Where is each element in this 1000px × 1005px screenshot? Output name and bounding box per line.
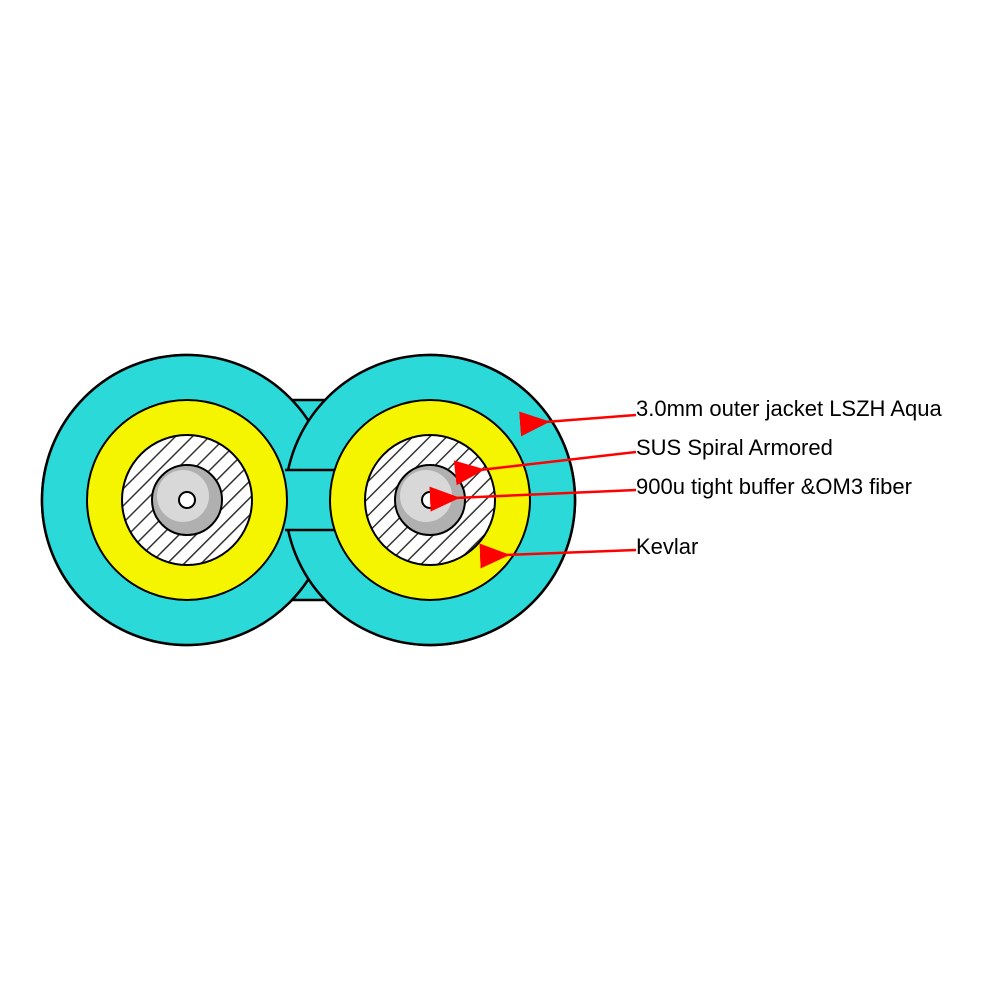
fiber-core-left [179,492,195,508]
cable-diagram: 3.0mm outer jacket LSZH Aqua SUS Spiral … [0,0,1000,1000]
right-cable [330,400,530,600]
label-buffer: 900u tight buffer &OM3 fiber [636,474,912,500]
label-armored: SUS Spiral Armored [636,435,833,461]
label-outer-jacket: 3.0mm outer jacket LSZH Aqua [636,396,942,422]
label-kevlar: Kevlar [636,534,698,560]
diagram-svg [0,0,1000,1000]
arrow-outer-jacket [545,415,636,422]
fiber-core-right [422,492,438,508]
left-cable [87,400,287,600]
